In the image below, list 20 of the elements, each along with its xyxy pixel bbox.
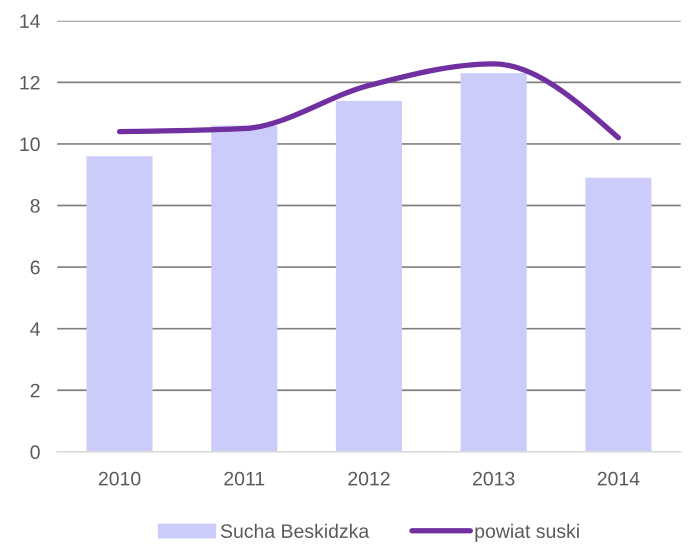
- x-tick-label: 2013: [473, 472, 514, 486]
- x-tick-label: 2014: [598, 472, 640, 486]
- y-tick-label: 14: [20, 14, 40, 28]
- x-tick-label: 2012: [348, 472, 390, 486]
- x-tick-label: 2010: [98, 472, 140, 486]
- x-tick-label: 2011: [224, 472, 264, 486]
- bar: [336, 100, 402, 452]
- y-tick-label: 6: [30, 260, 40, 274]
- y-tick-label: 4: [30, 322, 40, 336]
- y-tick-label: 10: [20, 137, 40, 152]
- y-tick-label: 8: [30, 198, 40, 213]
- bar: [86, 156, 153, 452]
- bar: [585, 178, 652, 452]
- y-tick-label: 0: [30, 445, 40, 460]
- bar: [211, 125, 278, 452]
- y-tick-label: 2: [30, 384, 40, 398]
- bar: [460, 73, 527, 452]
- legend-label: Sucha Beskidzka: [220, 524, 370, 538]
- legend-label: powiat suski: [475, 524, 579, 542]
- y-tick-label: 12: [20, 76, 40, 90]
